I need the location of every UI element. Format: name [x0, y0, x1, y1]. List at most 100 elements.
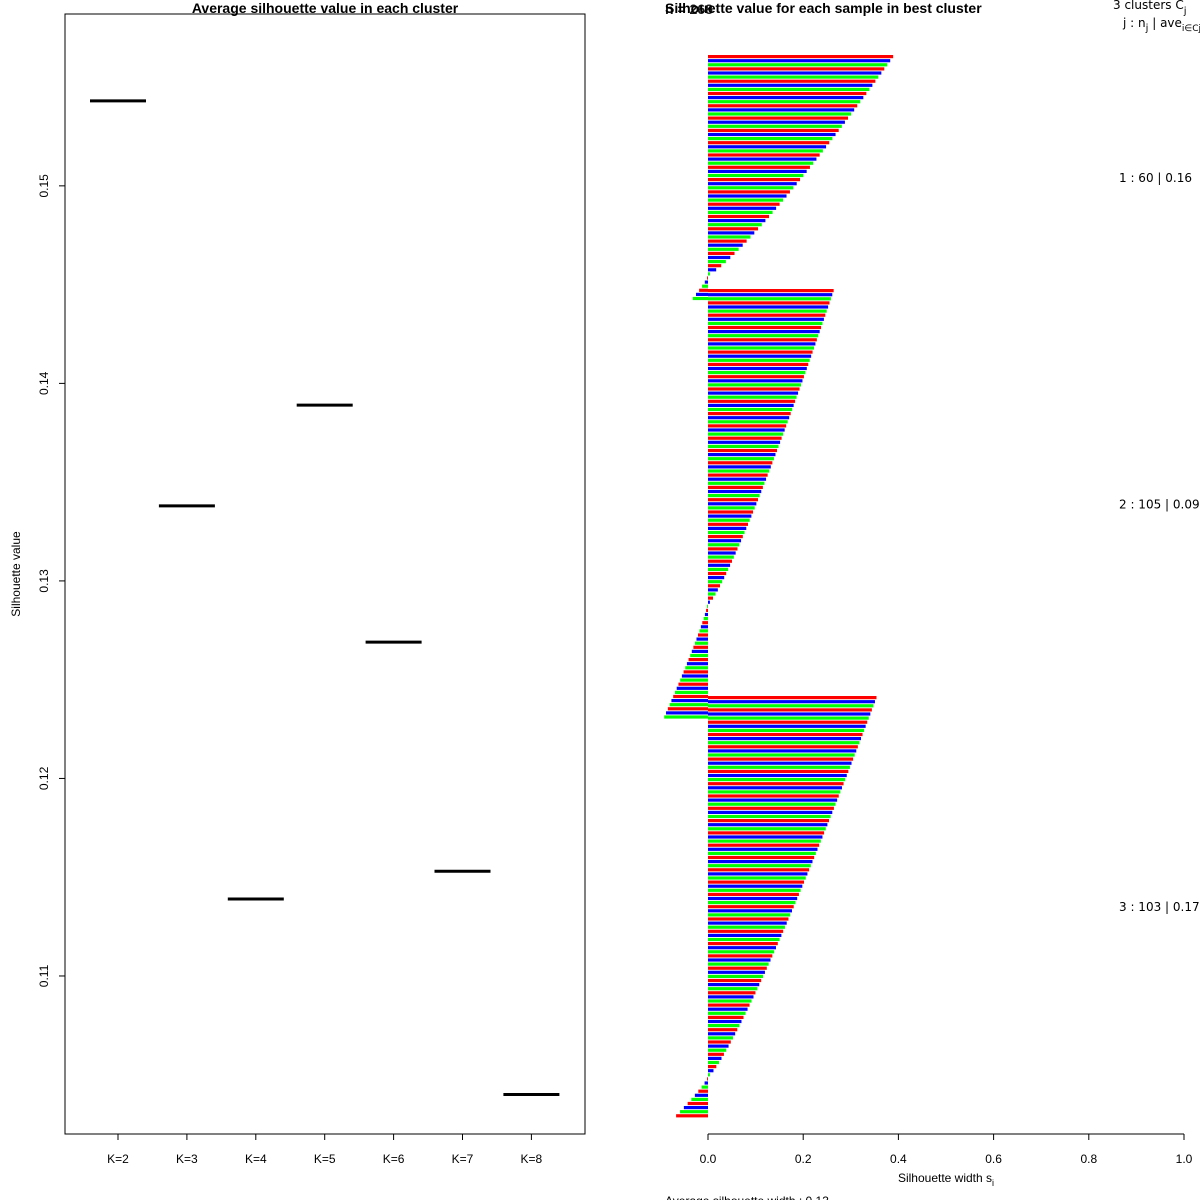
silhouette-bar [708, 814, 831, 819]
left-xtick-label: K=4 [245, 1152, 267, 1166]
cluster-3-bars [676, 696, 877, 1118]
silhouette-bar [708, 909, 792, 913]
silhouette-bar [708, 563, 731, 567]
silhouette-bar [708, 1065, 717, 1069]
silhouette-bar [708, 757, 854, 761]
silhouette-bar [707, 1077, 708, 1081]
silhouette-bar [708, 966, 767, 970]
silhouette-bar [708, 535, 743, 539]
silhouette-bar [708, 921, 787, 925]
silhouette-bar [708, 991, 756, 995]
silhouette-bar [708, 1060, 719, 1065]
silhouette-bar [708, 375, 804, 379]
right-xtick-label: 0.2 [795, 1152, 812, 1166]
silhouette-bar [708, 1003, 750, 1007]
silhouette-bar [671, 699, 708, 703]
silhouette-bar [708, 835, 823, 839]
silhouette-bar [708, 190, 790, 194]
silhouette-bar [708, 506, 755, 510]
silhouette-bar [708, 399, 796, 403]
silhouette-bar [708, 1073, 710, 1077]
silhouette-bar [708, 724, 866, 728]
right-xtick-label: 1.0 [1176, 1152, 1193, 1166]
silhouette-bar [708, 847, 818, 851]
silhouette-bar [699, 629, 708, 633]
silhouette-bar [708, 1036, 734, 1040]
silhouette-bar [708, 530, 745, 535]
cluster-1-bars [692, 55, 894, 301]
silhouette-bar [708, 371, 806, 375]
silhouette-bar [696, 292, 708, 296]
silhouette-bar [708, 440, 781, 444]
silhouette-bar [708, 1040, 731, 1044]
silhouette-bar [708, 913, 791, 917]
silhouette-bar [676, 686, 708, 690]
silhouette-bar [708, 942, 778, 946]
silhouette-bar [708, 104, 858, 108]
silhouette-bar [708, 761, 852, 765]
silhouette-bar [708, 173, 804, 178]
silhouette-bar [708, 1015, 744, 1019]
silhouette-bar [676, 1114, 708, 1118]
cluster-2-bars [664, 289, 834, 719]
silhouette-bar [708, 798, 838, 802]
average-silhouette-width: Average silhouette width : 0.13 [665, 1194, 829, 1200]
silhouette-bar [708, 498, 759, 502]
silhouette-bar [708, 860, 813, 864]
silhouette-bar [708, 63, 888, 67]
silhouette-bar [708, 765, 850, 769]
right-xlabel: Silhouette width si [898, 1171, 994, 1188]
silhouette-bar [708, 145, 827, 149]
silhouette-bar [708, 737, 861, 741]
silhouette-bar [708, 539, 742, 543]
silhouette-bar [708, 350, 813, 354]
silhouette-bar [664, 715, 708, 719]
silhouette-bar [694, 1093, 708, 1097]
silhouette-bar [706, 608, 708, 612]
silhouette-bar [708, 432, 784, 436]
silhouette-bar [708, 79, 876, 83]
silhouette-bar [704, 1081, 708, 1085]
silhouette-bar [708, 403, 794, 407]
silhouette-bar [708, 100, 861, 104]
silhouette-bar [708, 855, 815, 860]
silhouette-bar [708, 974, 764, 978]
right-xtick-label: 0.0 [700, 1152, 717, 1166]
silhouette-bar [708, 141, 830, 145]
silhouette-bar [698, 1089, 708, 1093]
silhouette-bar [708, 83, 873, 87]
silhouette-bar [708, 786, 842, 790]
left-xtick-label: K=8 [521, 1152, 543, 1166]
silhouette-bar [708, 243, 743, 247]
silhouette-bar [708, 958, 771, 962]
silhouette-bar [708, 424, 787, 428]
silhouette-bar [708, 321, 823, 325]
silhouette-bar [708, 305, 829, 309]
silhouette-bar [708, 477, 767, 481]
silhouette-bar [708, 407, 793, 412]
silhouette-bar [708, 937, 780, 942]
silhouette-bar [708, 96, 864, 100]
silhouette-bar [708, 325, 822, 330]
silhouette-bar [708, 194, 787, 198]
silhouette-bar [708, 161, 814, 165]
silhouette-bar [708, 983, 760, 987]
silhouette-bar [708, 592, 716, 596]
silhouette-bar [708, 420, 788, 424]
silhouette-bar [708, 317, 824, 321]
legend-header-line2: j : nj | avei∈Cj s [1122, 16, 1200, 34]
silhouette-bar [708, 567, 729, 571]
silhouette-bar [708, 149, 823, 153]
silhouette-bar [701, 1085, 708, 1089]
silhouette-bar [708, 884, 803, 888]
right-xtick-label: 0.8 [1080, 1152, 1097, 1166]
silhouette-bar [708, 584, 721, 588]
silhouette-bar [708, 773, 847, 778]
silhouette-bar [708, 1019, 742, 1024]
silhouette-bar [693, 645, 708, 649]
silhouette-bar [708, 186, 794, 190]
left-xtick-label: K=7 [452, 1152, 474, 1166]
silhouette-bar [700, 625, 708, 629]
silhouette-bar [708, 313, 826, 317]
silhouette-bar [708, 1007, 748, 1011]
